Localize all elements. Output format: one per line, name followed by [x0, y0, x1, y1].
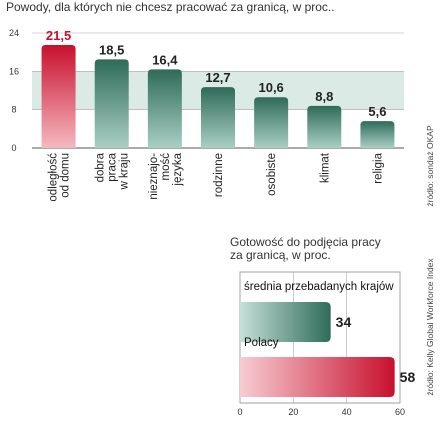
category-label-line: praca: [107, 152, 119, 181]
category-label: Polacy: [244, 337, 279, 349]
value-label: 12,7: [205, 70, 230, 85]
chart1-value-labels: 21,5 18,5 16,4 12,7 10,6 8,8 5,6: [46, 28, 387, 119]
bar: [360, 121, 395, 148]
bar: [240, 302, 331, 342]
category-label: odległość od domu: [48, 153, 72, 202]
chart2-x-ticks: 0 20 40 60: [237, 407, 405, 417]
chart2-category-labels: średnia przebadanych krajów Polacy: [244, 281, 394, 349]
category-label-line: od domu: [60, 153, 72, 198]
category-label: rodzinne: [213, 153, 225, 197]
bar: [94, 59, 129, 148]
y-tick-label: 8: [11, 105, 16, 115]
chart1-category-labels: odległość od domu dobra praca w kraju nieznaj…: [48, 152, 385, 201]
x-tick-label: 40: [342, 407, 352, 417]
category-label-line: języka: [172, 152, 184, 186]
bar: [41, 44, 76, 148]
x-tick-label: 0: [237, 407, 242, 417]
bar: [254, 97, 289, 148]
chart2-source: źródło: Kelly Global Workforce Index: [425, 258, 435, 396]
category-label: dobra praca w kraju: [95, 152, 131, 190]
value-label: 10,6: [258, 80, 283, 95]
value-label: 21,5: [46, 28, 71, 43]
category-label: religia: [372, 152, 384, 183]
value-label: 58: [400, 369, 416, 385]
bar: [307, 105, 342, 148]
value-label: 5,6: [368, 104, 386, 119]
bar: [240, 357, 395, 397]
category-label: średnia przebadanych krajów: [244, 281, 394, 293]
category-label-line: klimat: [319, 152, 331, 183]
y-tick-label: 16: [9, 66, 19, 76]
category-label-line: osobiste: [266, 153, 278, 196]
chart1-source: źródło: sondaż OKAP: [425, 125, 435, 207]
category-label-line: rodzinne: [213, 153, 225, 197]
x-tick-label: 20: [288, 407, 298, 417]
chart1-title: Powody, dla których nie chcesz pracować …: [6, 0, 335, 14]
chart2-title-line: za granicą, w proc.: [230, 248, 331, 262]
value-label: 8,8: [315, 89, 333, 104]
category-label-line: dobra: [95, 152, 107, 182]
category-label: nieznajo-mość języka: [148, 152, 184, 199]
y-tick-label: 0: [11, 143, 16, 153]
value-label: 16,4: [152, 52, 178, 67]
chart2-title-line: Gotowość do podjęcia pracy: [230, 235, 381, 249]
bar: [201, 87, 235, 148]
bar: [147, 69, 182, 148]
category-label-line: mość: [160, 153, 172, 181]
category-label-line: religia: [372, 152, 384, 183]
category-label: osobiste: [266, 153, 278, 196]
category-label-line: nieznajo-: [148, 153, 160, 200]
chart2-bars: [240, 302, 395, 397]
category-label-line: w kraju: [119, 153, 131, 190]
chart1-y-ticks: 0 8 16 24: [9, 28, 19, 153]
value-label: 18,5: [99, 42, 124, 57]
category-label: klimat: [319, 152, 331, 183]
y-tick-label: 24: [9, 28, 19, 38]
chart2-value-labels: 34 58: [336, 314, 416, 385]
x-tick-label: 60: [395, 407, 405, 417]
category-label-line: odległość: [48, 153, 60, 202]
chart1-bars: [41, 44, 395, 148]
value-label: 34: [336, 314, 352, 330]
